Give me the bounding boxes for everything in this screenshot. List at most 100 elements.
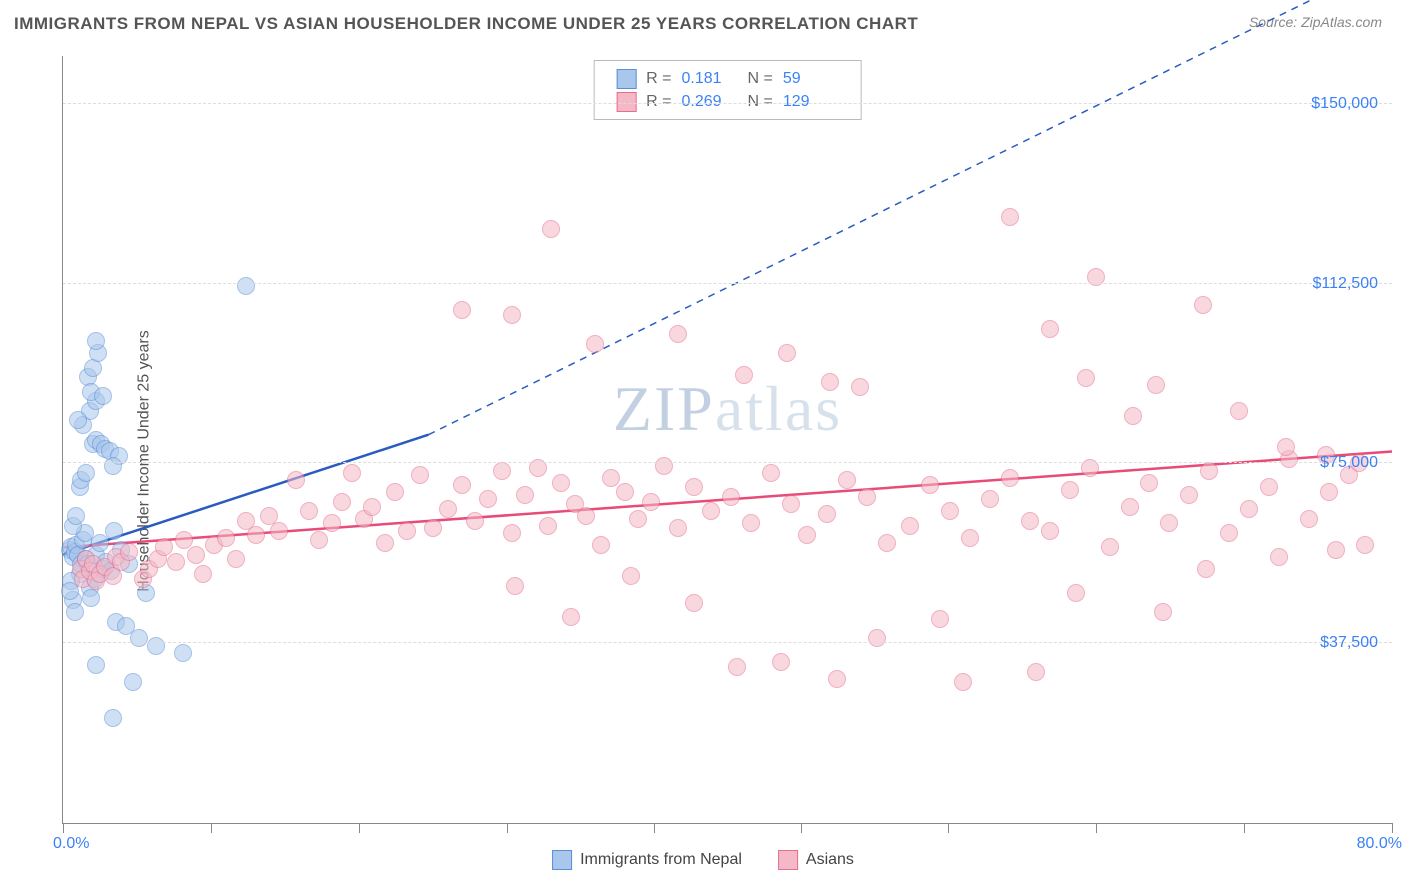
scatter-point-asians xyxy=(439,500,457,518)
scatter-point-asians xyxy=(602,469,620,487)
scatter-point-asians xyxy=(728,658,746,676)
scatter-point-asians xyxy=(735,366,753,384)
stat-n-label: N = xyxy=(748,90,773,113)
y-tick-label: $75,000 xyxy=(1320,454,1378,472)
gridline-horizontal xyxy=(63,103,1392,104)
scatter-point-asians xyxy=(323,514,341,532)
stats-legend-box: R =0.181N =59R =0.269N =129 xyxy=(593,60,862,120)
scatter-point-asians xyxy=(1160,514,1178,532)
x-tick xyxy=(1244,823,1245,833)
scatter-point-asians xyxy=(386,483,404,501)
x-tick xyxy=(359,823,360,833)
x-axis-max-label: 80.0% xyxy=(1357,835,1402,853)
scatter-point-asians xyxy=(622,567,640,585)
legend-bottom: Immigrants from Nepal Asians xyxy=(552,850,854,870)
stat-r-value: 0.181 xyxy=(682,67,738,90)
scatter-point-asians xyxy=(493,462,511,480)
x-tick xyxy=(211,823,212,833)
scatter-point-asians xyxy=(858,488,876,506)
gridline-horizontal xyxy=(63,283,1392,284)
scatter-point-asians xyxy=(722,488,740,506)
chart-outer: Householder Income Under 25 years ZIPatl… xyxy=(14,44,1392,878)
scatter-point-nepal xyxy=(66,603,84,621)
x-tick xyxy=(1096,823,1097,833)
scatter-point-asians xyxy=(1061,481,1079,499)
scatter-point-asians xyxy=(120,543,138,561)
legend-item-asians: Asians xyxy=(778,850,854,870)
scatter-point-asians xyxy=(1200,462,1218,480)
stat-r-label: R = xyxy=(646,90,671,113)
scatter-point-asians xyxy=(1021,512,1039,530)
scatter-point-asians xyxy=(828,670,846,688)
legend-item-nepal: Immigrants from Nepal xyxy=(552,850,742,870)
x-tick xyxy=(948,823,949,833)
scatter-point-asians xyxy=(762,464,780,482)
scatter-point-asians xyxy=(921,476,939,494)
stat-r-value: 0.269 xyxy=(682,90,738,113)
gridline-horizontal xyxy=(63,462,1392,463)
gridline-horizontal xyxy=(63,642,1392,643)
scatter-point-asians xyxy=(961,529,979,547)
scatter-point-asians xyxy=(1277,438,1295,456)
scatter-point-asians xyxy=(1300,510,1318,528)
scatter-point-nepal xyxy=(87,656,105,674)
scatter-point-asians xyxy=(542,220,560,238)
scatter-point-nepal xyxy=(130,629,148,647)
scatter-point-asians xyxy=(167,553,185,571)
scatter-point-nepal xyxy=(104,709,122,727)
scatter-point-asians xyxy=(1260,478,1278,496)
scatter-point-asians xyxy=(552,474,570,492)
scatter-point-asians xyxy=(901,517,919,535)
stat-r-label: R = xyxy=(646,67,671,90)
scatter-point-asians xyxy=(453,476,471,494)
x-tick xyxy=(654,823,655,833)
scatter-point-asians xyxy=(516,486,534,504)
scatter-point-asians xyxy=(503,306,521,324)
scatter-point-nepal xyxy=(124,673,142,691)
scatter-point-asians xyxy=(453,301,471,319)
scatter-point-asians xyxy=(363,498,381,516)
y-tick-label: $112,500 xyxy=(1312,275,1378,293)
x-tick xyxy=(507,823,508,833)
scatter-point-asians xyxy=(954,673,972,691)
scatter-point-asians xyxy=(1194,296,1212,314)
stat-n-label: N = xyxy=(748,67,773,90)
scatter-point-nepal xyxy=(77,464,95,482)
legend-label: Immigrants from Nepal xyxy=(580,851,742,869)
scatter-point-asians xyxy=(981,490,999,508)
scatter-point-asians xyxy=(592,536,610,554)
stat-n-value: 59 xyxy=(783,67,839,90)
scatter-point-asians xyxy=(1320,483,1338,501)
scatter-point-nepal xyxy=(237,277,255,295)
y-tick-label: $150,000 xyxy=(1311,95,1378,113)
scatter-point-asians xyxy=(685,594,703,612)
scatter-point-nepal xyxy=(147,637,165,655)
scatter-point-asians xyxy=(586,335,604,353)
scatter-point-asians xyxy=(398,522,416,540)
scatter-point-asians xyxy=(287,471,305,489)
scatter-point-asians xyxy=(772,653,790,671)
scatter-point-asians xyxy=(424,519,442,537)
x-axis-min-label: 0.0% xyxy=(53,835,89,853)
scatter-point-asians xyxy=(1077,369,1095,387)
scatter-point-nepal xyxy=(82,589,100,607)
scatter-point-asians xyxy=(655,457,673,475)
scatter-point-asians xyxy=(702,502,720,520)
scatter-point-asians xyxy=(577,507,595,525)
x-tick xyxy=(63,823,64,833)
x-tick xyxy=(801,823,802,833)
scatter-point-asians xyxy=(562,608,580,626)
scatter-point-asians xyxy=(616,483,634,501)
scatter-point-asians xyxy=(1101,538,1119,556)
scatter-point-asians xyxy=(742,514,760,532)
scatter-point-asians xyxy=(466,512,484,530)
scatter-point-asians xyxy=(333,493,351,511)
swatch-nepal xyxy=(552,850,572,870)
scatter-point-asians xyxy=(503,524,521,542)
scatter-point-nepal xyxy=(67,507,85,525)
chart-source: Source: ZipAtlas.com xyxy=(1249,14,1382,30)
scatter-point-asians xyxy=(931,610,949,628)
scatter-point-asians xyxy=(300,502,318,520)
scatter-point-asians xyxy=(194,565,212,583)
scatter-point-nepal xyxy=(104,457,122,475)
